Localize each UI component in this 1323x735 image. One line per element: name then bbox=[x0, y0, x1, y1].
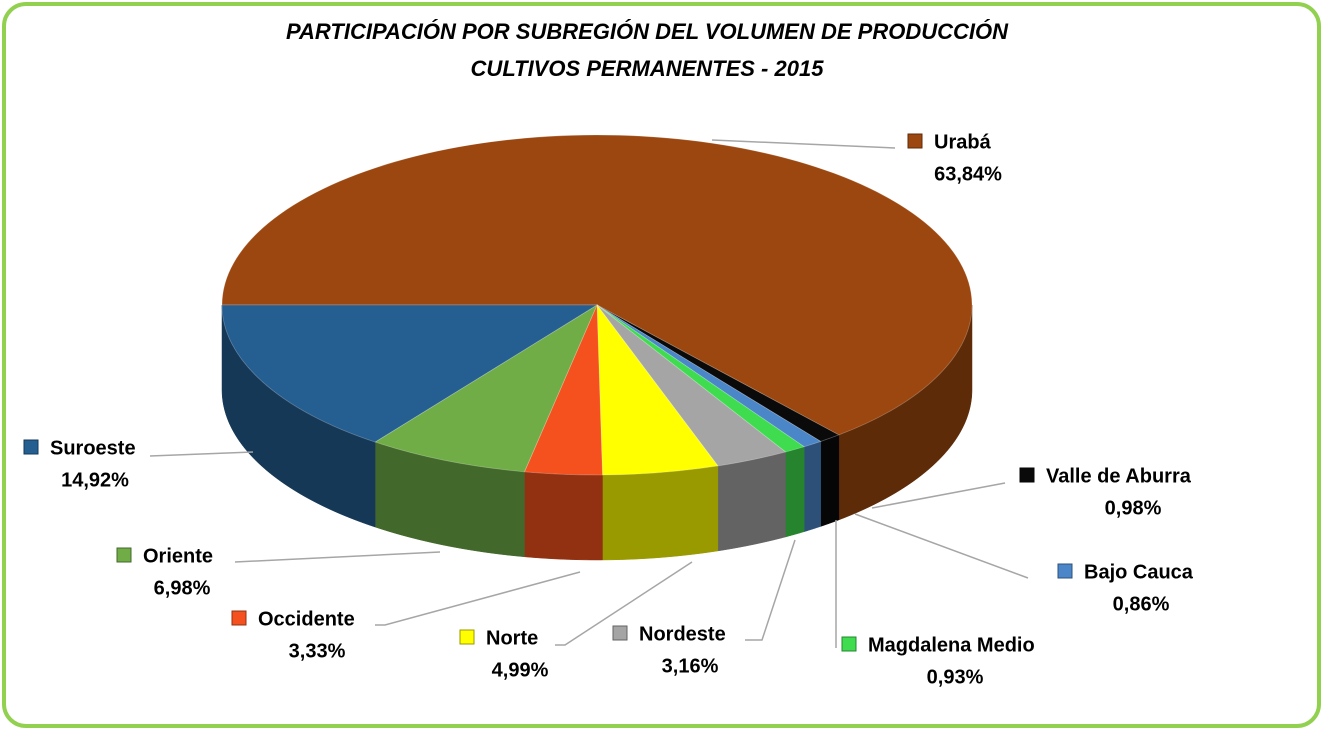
leader-line bbox=[745, 539, 796, 641]
category-label: Suroeste bbox=[50, 437, 136, 459]
legend-swatch bbox=[459, 629, 475, 645]
legend-swatch bbox=[841, 636, 857, 652]
pie-slice bbox=[221, 304, 599, 443]
category-label: Urabá bbox=[934, 131, 992, 153]
category-label: Oriente bbox=[143, 545, 213, 567]
leader-line bbox=[871, 482, 1006, 509]
pie-slice bbox=[596, 303, 719, 476]
pie-wall bbox=[524, 471, 603, 561]
chart-subtitle: CULTIVOS PERMANENTES - 2015 bbox=[471, 56, 825, 81]
leader-line bbox=[555, 561, 693, 646]
category-label: Nordeste bbox=[639, 623, 726, 645]
pie-slice bbox=[596, 304, 822, 448]
leader-line bbox=[854, 513, 1029, 579]
pie-slice bbox=[596, 304, 840, 442]
value-label: 63,84% bbox=[934, 163, 1002, 185]
leader-line bbox=[234, 551, 441, 563]
pie-wall bbox=[785, 446, 805, 538]
pie-wall bbox=[602, 465, 719, 561]
category-label: Valle de Aburra bbox=[1046, 465, 1192, 487]
category-label: Bajo Cauca bbox=[1084, 561, 1194, 583]
value-label: 14,92% bbox=[61, 469, 129, 491]
value-label: 0,98% bbox=[1105, 497, 1162, 519]
leader-line bbox=[711, 139, 896, 149]
legend-swatch bbox=[23, 439, 39, 455]
legend-swatch bbox=[612, 625, 628, 641]
pie-slice bbox=[523, 304, 603, 476]
pie-slice bbox=[374, 303, 598, 473]
pie-slice bbox=[596, 304, 787, 467]
legend-swatch bbox=[1057, 563, 1073, 579]
value-label: 4,99% bbox=[492, 659, 549, 681]
legend-swatch bbox=[116, 547, 132, 563]
value-label: 3,16% bbox=[662, 655, 719, 677]
leader-line bbox=[375, 571, 581, 626]
leader-line bbox=[149, 451, 254, 457]
value-label: 6,98% bbox=[154, 577, 211, 599]
legend-swatch bbox=[1019, 467, 1035, 483]
value-label: 0,93% bbox=[927, 666, 984, 688]
category-label: Occidente bbox=[258, 608, 355, 630]
legend-swatch bbox=[907, 133, 923, 149]
pie-slice bbox=[221, 134, 973, 436]
value-label: 0,86% bbox=[1113, 593, 1170, 615]
pie-wall bbox=[803, 441, 821, 533]
pie-slice bbox=[596, 304, 806, 453]
legend-swatch bbox=[231, 610, 247, 626]
category-label: Magdalena Medio bbox=[868, 634, 1035, 656]
pie-wall bbox=[820, 434, 840, 527]
category-label: Norte bbox=[486, 627, 538, 649]
chart-title: PARTICIPACIÓN POR SUBREGIÓN DEL VOLUMEN … bbox=[286, 19, 1009, 44]
pie-wall bbox=[717, 451, 786, 552]
value-label: 3,33% bbox=[289, 640, 346, 662]
